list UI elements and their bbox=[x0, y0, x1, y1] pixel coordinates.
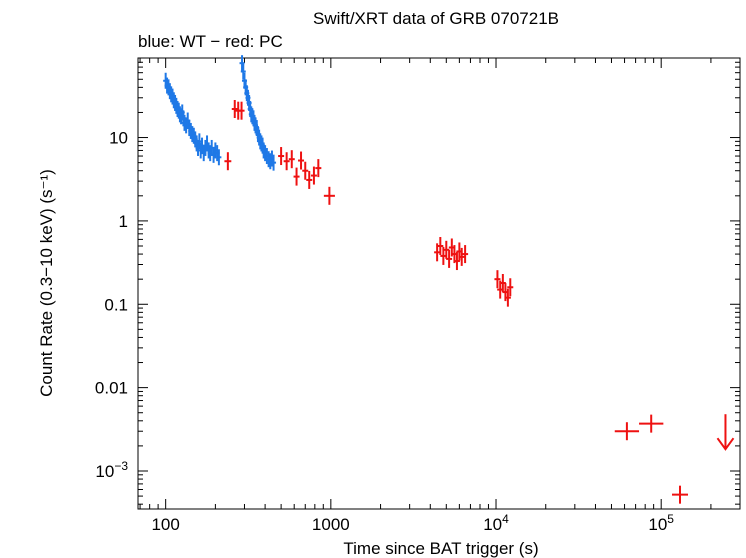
data-point bbox=[315, 159, 322, 178]
data-point bbox=[458, 247, 465, 266]
x-tick-label: 1000 bbox=[312, 515, 350, 534]
x-tick-labels: 100 1000 104 105 bbox=[151, 512, 674, 534]
data-point bbox=[238, 101, 245, 120]
data-point bbox=[310, 166, 317, 185]
data-point bbox=[462, 245, 469, 264]
tick-exponent: 4 bbox=[502, 512, 509, 526]
data-point bbox=[639, 414, 664, 433]
data-point bbox=[216, 149, 222, 166]
x-tick-label: 104 bbox=[483, 512, 509, 534]
y-tick-label: 0.01 bbox=[95, 379, 128, 398]
data-point bbox=[453, 252, 460, 271]
data-point bbox=[231, 100, 238, 119]
data-point bbox=[614, 422, 640, 441]
tick-base: 10 bbox=[648, 515, 667, 534]
data-point bbox=[240, 63, 246, 80]
data-point bbox=[302, 161, 309, 180]
x-tick-label: 105 bbox=[648, 512, 674, 534]
data-point bbox=[443, 240, 450, 259]
y-tick-label: 10−3 bbox=[95, 459, 128, 481]
data-point bbox=[434, 243, 441, 262]
data-point bbox=[507, 278, 514, 297]
tick-base: 10 bbox=[483, 515, 502, 534]
data-point bbox=[271, 154, 277, 171]
series-2 bbox=[224, 100, 689, 504]
data-point bbox=[446, 249, 453, 268]
data-point bbox=[293, 167, 300, 186]
data-points bbox=[163, 55, 735, 504]
chart-title: Swift/XRT data of GRB 070721B bbox=[313, 9, 559, 28]
tick-base: 10 bbox=[95, 462, 114, 481]
data-point bbox=[283, 152, 290, 171]
series-1 bbox=[163, 55, 277, 171]
y-axis-label: Count Rate (0.3−10 keV) (s⁻¹) bbox=[37, 169, 56, 397]
data-point bbox=[504, 288, 511, 307]
plot-frame bbox=[137, 57, 741, 510]
axis-ticks bbox=[138, 57, 741, 509]
data-point bbox=[278, 147, 285, 166]
tick-exponent: −3 bbox=[114, 459, 128, 473]
data-point bbox=[323, 186, 335, 205]
data-point bbox=[499, 273, 506, 292]
y-tick-label: 0.1 bbox=[104, 295, 128, 314]
data-point bbox=[239, 55, 245, 72]
y-tick-label: 10 bbox=[109, 129, 128, 148]
data-point bbox=[288, 150, 295, 169]
data-point bbox=[494, 270, 501, 289]
data-point bbox=[224, 152, 232, 171]
upper-limit-head bbox=[716, 437, 735, 451]
data-point bbox=[298, 151, 305, 170]
tick-exponent: 5 bbox=[667, 512, 674, 526]
chart-subtitle: blue: WT − red: PC bbox=[138, 32, 283, 51]
upper-limit-arrow bbox=[716, 414, 735, 451]
x-tick-label: 100 bbox=[151, 515, 179, 534]
y-tick-label: 1 bbox=[119, 212, 128, 231]
data-point bbox=[672, 485, 689, 504]
x-axis-label: Time since BAT trigger (s) bbox=[343, 539, 538, 558]
data-point bbox=[437, 237, 444, 256]
data-point bbox=[306, 170, 313, 189]
